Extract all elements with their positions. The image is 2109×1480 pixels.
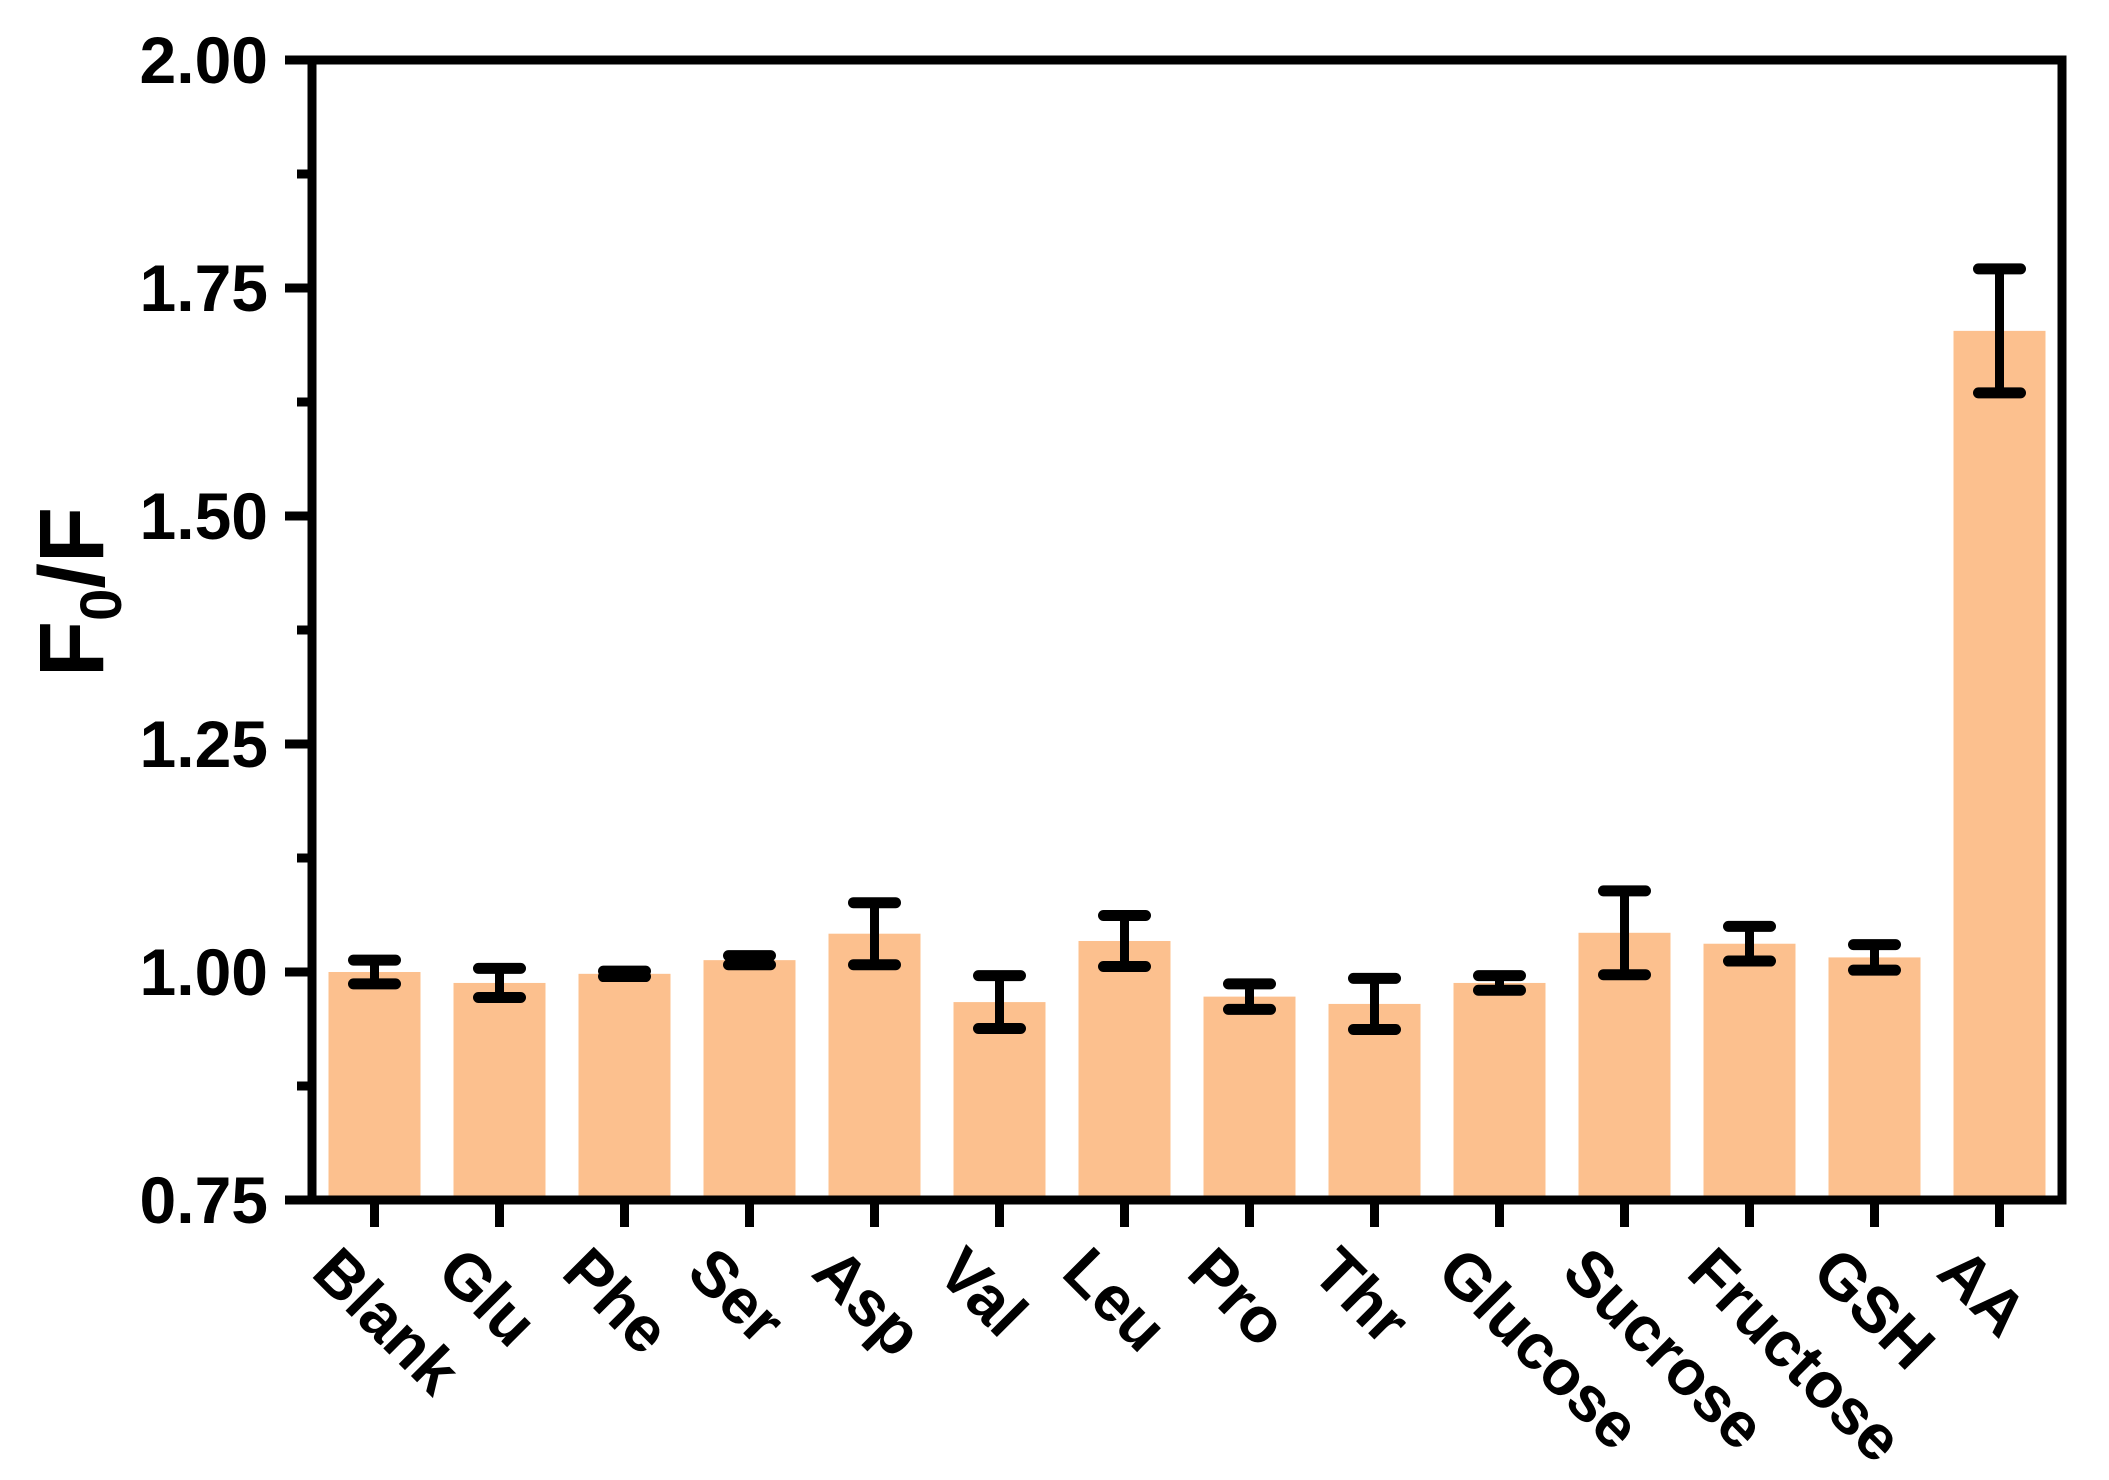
x-tick-label-leu: Leu: [1050, 1234, 1181, 1365]
y-axis-title: F0/F: [21, 507, 134, 677]
y-tick-label-1.00: 1.00: [140, 935, 268, 1009]
x-tick-label-asp: Asp: [800, 1234, 936, 1370]
x-tick-label-pro: Pro: [1175, 1234, 1301, 1360]
y-tick-label-1.75: 1.75: [140, 251, 268, 325]
bar-leu: [1078, 940, 1171, 1200]
bar-glucose: [1453, 982, 1546, 1200]
bar-val: [953, 1002, 1046, 1200]
y-tick-label-2.00: 2.00: [140, 23, 268, 97]
bar-ser: [703, 960, 796, 1200]
y-tick-label-0.75: 0.75: [140, 1163, 268, 1237]
x-tick-label-blank: Blank: [300, 1234, 474, 1408]
x-tick-label-thr: Thr: [1300, 1234, 1424, 1358]
bar-phe: [578, 973, 671, 1200]
bar-thr: [1328, 1003, 1421, 1200]
bar-glu: [453, 982, 546, 1200]
bar-pro: [1203, 996, 1296, 1200]
bar-fructose: [1703, 943, 1796, 1200]
plot-frame: [307, 55, 2067, 1205]
y-tick-label-1.25: 1.25: [140, 707, 268, 781]
x-tick-label-phe: Phe: [550, 1234, 684, 1368]
x-tick-label-val: Val: [925, 1234, 1041, 1350]
bar-gsh: [1828, 957, 1921, 1200]
y-tick-label-1.50: 1.50: [140, 479, 268, 553]
bar-blank: [328, 972, 421, 1200]
bar-asp: [828, 933, 921, 1200]
bar-aa: [1953, 330, 2046, 1200]
x-tick-label-ser: Ser: [675, 1234, 799, 1358]
